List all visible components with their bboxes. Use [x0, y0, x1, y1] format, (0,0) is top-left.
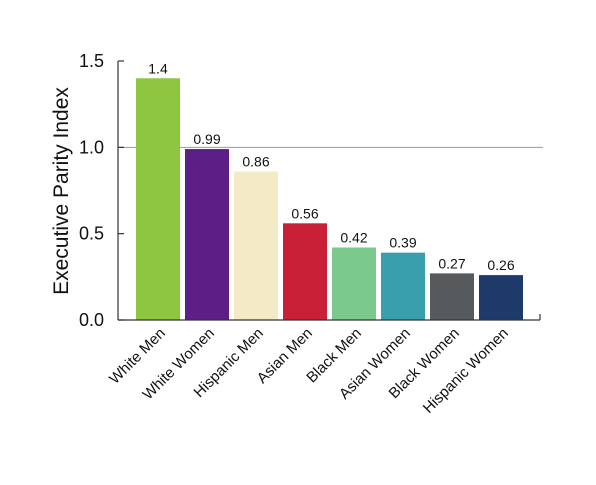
y-tick-label: 1.5 [79, 51, 104, 71]
bar-hispanic-women [479, 275, 523, 320]
data-label: 1.4 [148, 60, 168, 76]
bar-hispanic-men [234, 171, 278, 320]
y-tick-label: 0.0 [79, 310, 104, 330]
data-label: 0.56 [291, 205, 318, 221]
y-tick-label: 0.5 [79, 224, 104, 244]
bar-black-women [430, 273, 474, 320]
data-label: 0.26 [487, 257, 514, 273]
y-tick-label: 1.0 [79, 137, 104, 157]
axes-layer [117, 60, 541, 321]
bar-white-men [136, 78, 180, 321]
bar-white-women [185, 149, 229, 320]
bar-black-men [332, 247, 376, 320]
data-label: 0.42 [340, 229, 367, 245]
data-label: 0.86 [242, 154, 269, 170]
bar-asian-women [381, 252, 425, 320]
y-axis-title: Executive Parity Index [50, 87, 73, 295]
bars-layer [136, 78, 523, 321]
data-label: 0.27 [438, 255, 465, 271]
x-tick-label: Hispanic Women [420, 325, 512, 417]
bar-asian-men [283, 223, 327, 320]
data-label: 0.99 [193, 131, 220, 147]
data-label: 0.39 [389, 235, 416, 251]
